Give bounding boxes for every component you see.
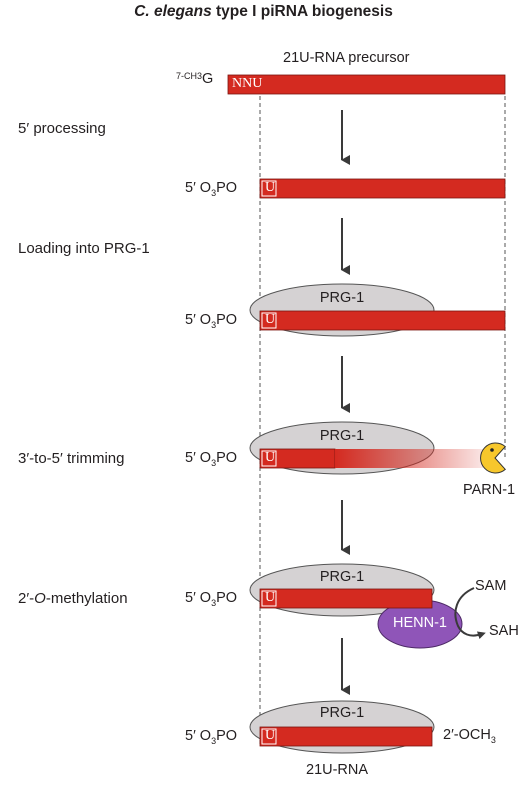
phosphate-sub: 3 <box>211 597 217 608</box>
uridine-box-5 <box>261 728 277 745</box>
phosphate-sub: 3 <box>211 319 217 330</box>
loaded-rna-strand <box>259 310 506 331</box>
sah-label: SAH <box>489 623 519 639</box>
uridine-2: U <box>265 312 276 327</box>
cap-sub: 3 <box>197 71 203 81</box>
uridine-box-4 <box>261 590 277 607</box>
phosphate-suffix: PO <box>216 180 238 196</box>
phosphate-suffix: PO <box>216 590 238 606</box>
parn1-eye <box>490 448 494 452</box>
phosphate-suffix: PO <box>216 728 238 744</box>
precursor-label: 21U-RNA precursor <box>283 50 410 66</box>
methyl-modification-label: 2′-OCH3 <box>443 727 496 745</box>
phosphate-sub: 3 <box>211 457 217 468</box>
phosphate-label-4: 5′ O3PO <box>185 590 237 608</box>
mature-rna-strand <box>259 726 433 747</box>
precursor-bases: NNU <box>232 76 263 91</box>
uridine-box-1 <box>261 180 277 197</box>
step-label-methylation: 2′-O-methylation <box>18 590 128 607</box>
phosphate-suffix: PO <box>216 312 238 328</box>
henn1-label: HENN-1 <box>393 615 447 631</box>
methylated-rna-strand <box>259 588 433 609</box>
methylation-o: O <box>34 590 46 607</box>
uridine-3: U <box>265 450 276 465</box>
phosphate-prefix: 5′ O <box>185 728 212 744</box>
uridine-5: U <box>265 728 276 743</box>
phosphate-label-3: 5′ O3PO <box>185 450 237 468</box>
phosphate-sub: 3 <box>211 187 217 198</box>
sam-to-sah-arrow <box>454 587 486 640</box>
step-label-processing: 5′ processing <box>18 120 106 137</box>
step-label-trimming: 3′-to-5′ trimming <box>18 450 125 467</box>
title-rest: type I piRNA biogenesis <box>211 3 393 20</box>
product-label: 21U-RNA <box>306 762 369 778</box>
parn1-pacman-icon <box>480 442 507 474</box>
prg1-label-5: PRG-1 <box>319 705 365 721</box>
cap-label: 7-CH3G <box>176 71 213 87</box>
precursor-rna-strand <box>227 74 506 95</box>
diagram-title: C. elegans type I piRNA biogenesis <box>0 3 527 21</box>
methylation-post: -methylation <box>45 590 128 607</box>
modification-prefix: 2′-OCH <box>443 727 491 743</box>
title-genus: C. elegans <box>134 3 212 20</box>
cap-prefix: 7-CH <box>176 71 198 81</box>
phosphate-label-5: 5′ O3PO <box>185 728 237 746</box>
uridine-4: U <box>265 590 276 605</box>
methylation-pre: 2′- <box>18 590 35 607</box>
phosphate-prefix: 5′ O <box>185 180 212 196</box>
uridine-box-3 <box>261 450 277 467</box>
prg1-label-4: PRG-1 <box>319 569 365 585</box>
uridine-1: U <box>265 180 276 195</box>
prg1-label-3: PRG-1 <box>319 428 365 444</box>
cap-g: G <box>202 71 214 87</box>
phosphate-sub: 3 <box>211 735 217 746</box>
prg1-label-2: PRG-1 <box>319 290 365 306</box>
step-label-loading: Loading into PRG-1 <box>18 240 150 257</box>
uridine-box-2 <box>261 312 277 329</box>
phosphate-prefix: 5′ O <box>185 590 212 606</box>
phosphate-prefix: 5′ O <box>185 450 212 466</box>
phosphate-suffix: PO <box>216 450 238 466</box>
processed-rna-strand <box>259 178 506 199</box>
parn1-label: PARN-1 <box>463 482 516 498</box>
phosphate-prefix: 5′ O <box>185 312 212 328</box>
trimming-rna-fade <box>335 449 483 468</box>
phosphate-label-2: 5′ O3PO <box>185 312 237 330</box>
phosphate-label-1: 5′ O3PO <box>185 180 237 198</box>
modification-sub: 3 <box>490 734 496 745</box>
sam-label: SAM <box>475 578 507 594</box>
